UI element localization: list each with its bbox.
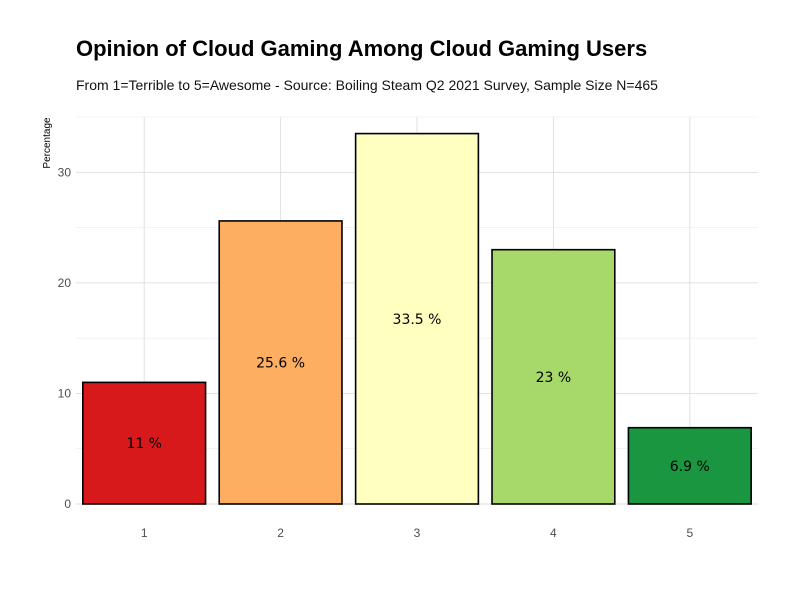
bar-value-label: 33.5 %	[393, 312, 442, 328]
y-tick-label: 20	[58, 276, 72, 290]
bar-1	[82, 381, 207, 505]
chart-subtitle: From 1=Terrible to 5=Awesome - Source: B…	[76, 77, 658, 93]
bar-value-label: 25.6 %	[256, 355, 305, 371]
bars	[82, 132, 752, 505]
x-tick-label: 1	[141, 526, 148, 540]
x-tick-label: 5	[686, 526, 693, 540]
bar-5	[627, 426, 752, 505]
y-axis-ticks: 0 10 20 30	[58, 165, 72, 511]
y-tick-label: 30	[58, 165, 72, 179]
bar-4	[491, 248, 616, 505]
bar-value-label: 23 %	[536, 370, 572, 386]
x-tick-label: 2	[277, 526, 284, 540]
y-tick-label: 0	[64, 497, 71, 511]
bar-value-label: 11 %	[126, 436, 162, 452]
chart-title: Opinion of Cloud Gaming Among Cloud Gami…	[76, 36, 648, 61]
y-axis-label: Percentage	[42, 117, 53, 169]
bar-value-label: 6.9 %	[670, 459, 710, 475]
bar-3	[354, 132, 480, 505]
y-tick-label: 10	[58, 386, 72, 400]
bar-2	[218, 220, 343, 505]
x-tick-label: 3	[414, 526, 421, 540]
x-tick-label: 4	[550, 526, 557, 540]
bar-labels: 11 % 25.6 % 33.5 % 23 % 6.9 %	[126, 312, 709, 475]
x-axis-ticks: 1 2 3 4 5	[141, 526, 694, 540]
